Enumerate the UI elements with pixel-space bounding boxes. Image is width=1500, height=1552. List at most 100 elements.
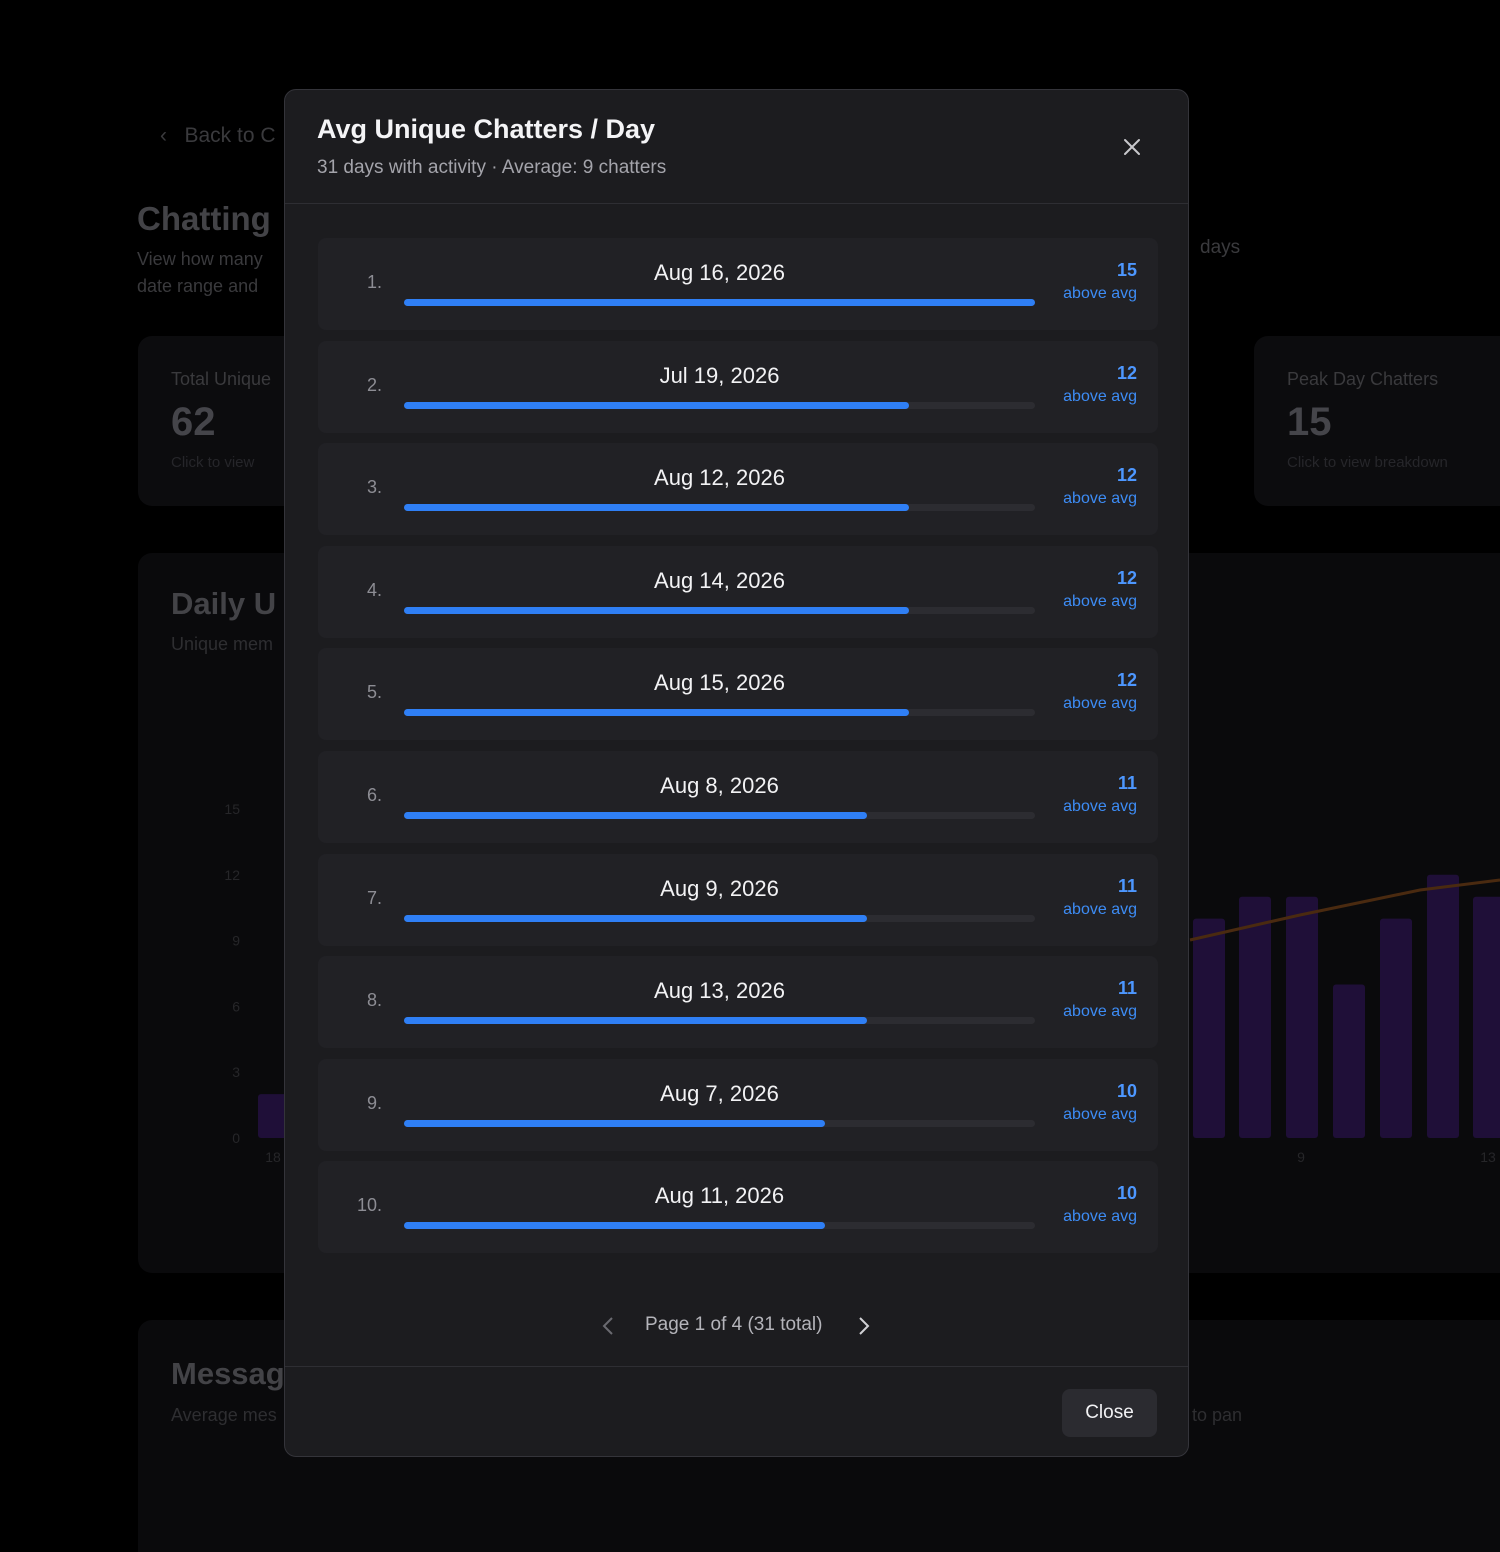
card-hint: Click to view xyxy=(171,454,255,471)
note: above avg xyxy=(1063,387,1137,405)
modal-subtitle: 31 days with activity · Average: 9 chatt… xyxy=(317,157,667,178)
heading: Chatting xyxy=(137,200,271,237)
divider xyxy=(285,1366,1188,1367)
trend-line xyxy=(1189,878,1500,942)
note: above avg xyxy=(1063,1208,1137,1226)
value: 12 xyxy=(1116,567,1137,588)
days-label: days xyxy=(1200,237,1241,258)
chart-title: Daily U xyxy=(171,586,277,621)
ranking-row: 6. Aug 8, 2026 11 above avg xyxy=(318,751,1158,843)
y-tick-label: 12 xyxy=(224,867,240,883)
ranking-row: 10. Aug 11, 2026 10 above avg xyxy=(318,1161,1158,1254)
section-subtitle: Average mes xyxy=(171,1405,277,1425)
back-link[interactable]: ‹ Back to C xyxy=(160,124,276,148)
back-text: Back to C xyxy=(184,124,276,147)
ranking-row: 3. Aug 12, 2026 12 above avg xyxy=(318,443,1158,536)
description: View how many xyxy=(137,249,263,269)
bar-track xyxy=(404,504,1035,512)
date: Aug 15, 2026 xyxy=(654,670,785,696)
date: Jul 19, 2026 xyxy=(659,362,780,388)
description: date range and xyxy=(137,276,259,296)
bar-track xyxy=(404,606,1035,614)
rank: 9. xyxy=(366,1092,382,1113)
ranking-row: 7. Aug 9, 2026 11 above avg xyxy=(318,853,1158,946)
y-tick-label: 3 xyxy=(232,1064,240,1080)
bar xyxy=(258,1094,290,1138)
rank: 6. xyxy=(366,785,382,805)
close-icon[interactable] xyxy=(1122,137,1142,157)
back-arrow: ‹ xyxy=(160,124,185,147)
date: Aug 12, 2026 xyxy=(654,465,785,491)
x-tick-label: 13 xyxy=(1480,1149,1496,1165)
modal-title: Avg Unique Chatters / Day xyxy=(317,114,656,144)
value: 11 xyxy=(1117,773,1137,793)
ranking-row: 9. Aug 7, 2026 10 above avg xyxy=(318,1058,1158,1151)
bar-track xyxy=(404,709,1035,717)
bar xyxy=(1427,874,1459,1138)
note: above avg xyxy=(1063,1003,1137,1021)
modal: Avg Unique Chatters / Day 31 days with a… xyxy=(284,89,1189,1457)
bar xyxy=(404,709,909,717)
ranking-row: 2. Jul 19, 2026 12 above avg xyxy=(318,340,1158,433)
bar xyxy=(404,606,909,614)
date: Aug 14, 2026 xyxy=(654,567,785,593)
y-tick-label: 15 xyxy=(224,801,240,817)
note: above avg xyxy=(1063,695,1137,713)
ranking-row: 8. Aug 13, 2026 11 above avg xyxy=(318,956,1158,1049)
value: 12 xyxy=(1116,465,1137,486)
ranking-row: 1. Aug 16, 2026 15 above avg xyxy=(318,238,1158,330)
value: 11 xyxy=(1117,978,1137,999)
card-value: 15 xyxy=(1287,400,1332,444)
bar xyxy=(1380,918,1412,1138)
value: 10 xyxy=(1116,1183,1137,1204)
section-title: Messag xyxy=(171,1356,285,1391)
note: above avg xyxy=(1063,592,1137,610)
date: Aug 9, 2026 xyxy=(660,875,779,901)
stat-card[interactable]: Peak Day Chatters 15 Click to view break… xyxy=(1254,336,1500,506)
rank: 1. xyxy=(366,272,382,292)
bar xyxy=(404,1119,825,1127)
date: Aug 8, 2026 xyxy=(660,773,779,798)
y-tick-label: 6 xyxy=(232,998,240,1014)
bar xyxy=(1239,896,1271,1138)
note: above avg xyxy=(1063,1105,1137,1123)
bar xyxy=(1333,984,1365,1138)
bar xyxy=(1193,918,1225,1138)
close-button[interactable]: Close xyxy=(1062,1389,1157,1437)
bar-track xyxy=(404,1222,1035,1230)
value: 12 xyxy=(1116,362,1137,383)
y-tick-label: 0 xyxy=(232,1130,240,1146)
bar-track xyxy=(404,1017,1035,1025)
rank: 7. xyxy=(366,887,382,908)
bar xyxy=(404,299,1035,306)
ranking-row: 4. Aug 14, 2026 12 above avg xyxy=(318,545,1158,638)
note: above avg xyxy=(1063,900,1137,918)
x-tick-label: 18 xyxy=(265,1149,281,1165)
next-page[interactable] xyxy=(857,1315,871,1337)
value: 12 xyxy=(1116,670,1137,691)
card-hint: Click to view breakdown xyxy=(1287,454,1448,471)
date: Aug 11, 2026 xyxy=(654,1183,785,1209)
pan-hint: to pan xyxy=(1192,1405,1243,1425)
bar-track xyxy=(404,299,1035,306)
bar-track xyxy=(404,401,1035,409)
bar xyxy=(404,812,867,819)
date: Aug 16, 2026 xyxy=(654,260,785,285)
bar xyxy=(404,1222,825,1230)
ranking-row: 5. Aug 15, 2026 12 above avg xyxy=(318,648,1158,741)
rank: 2. xyxy=(366,374,382,395)
chart-subtitle: Unique mem xyxy=(171,634,274,654)
date: Aug 7, 2026 xyxy=(660,1080,779,1106)
rank: 10. xyxy=(356,1195,382,1216)
bar-track xyxy=(404,914,1035,922)
rank: 8. xyxy=(366,990,382,1011)
value: 11 xyxy=(1117,875,1137,896)
rank: 3. xyxy=(366,477,382,498)
bar xyxy=(404,1017,867,1025)
date: Aug 13, 2026 xyxy=(654,978,785,1004)
bar-track xyxy=(404,812,1035,819)
card-label: Total Unique xyxy=(171,369,272,389)
note: above avg xyxy=(1063,798,1137,815)
prev-page[interactable] xyxy=(601,1315,615,1337)
